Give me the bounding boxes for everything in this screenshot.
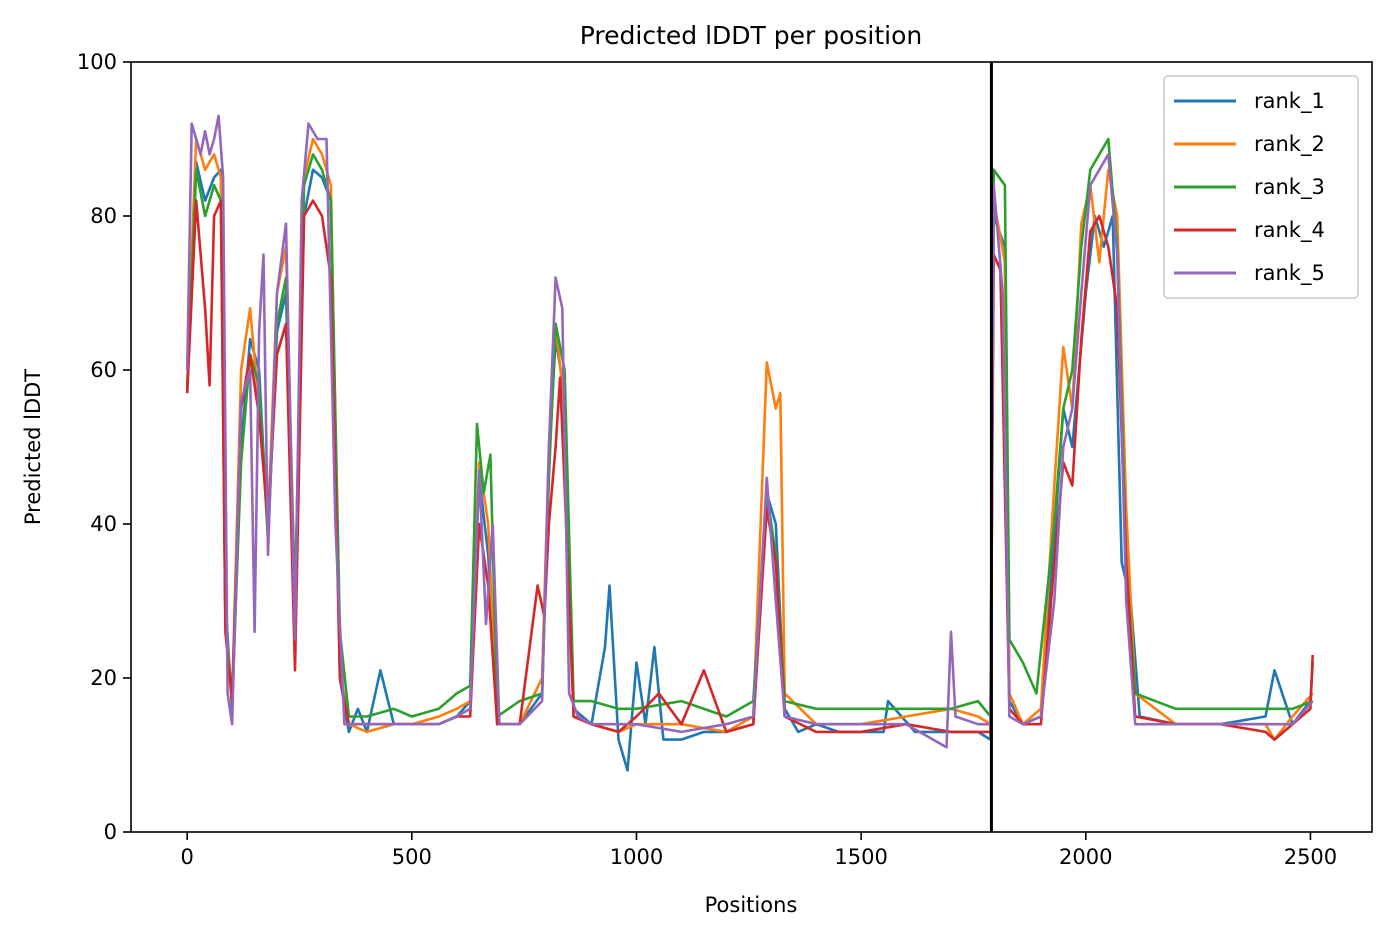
legend-label-rank-5: rank_5 [1254,261,1325,286]
x-tick-label: 1000 [610,845,663,869]
legend-box [1163,75,1359,299]
y-tick-label: 60 [90,358,117,382]
chart-title: Predicted lDDT per position [580,21,922,50]
series-line-rank-5 [185,114,1314,749]
y-tick-label: 100 [77,50,117,74]
y-tick-label: 80 [90,204,117,228]
x-axis-label: Positions [705,893,798,917]
y-axis-label: Predicted lDDT [21,369,45,525]
x-tick-label: 500 [392,845,432,869]
series-layer [185,114,1314,772]
legend-label-rank-1: rank_1 [1254,89,1325,114]
legend-label-rank-2: rank_2 [1254,132,1325,157]
legend-label-rank-3: rank_3 [1254,175,1325,200]
x-tick-label: 2000 [1059,845,1112,869]
y-tick-label: 0 [104,820,117,844]
x-axis: 0 500 1000 1500 2000 2500 [180,832,1337,869]
legend: rank_1 rank_2 rank_3 rank_4 rank_5 [1163,75,1359,299]
x-tick-label: 0 [180,845,193,869]
legend-label-rank-4: rank_4 [1254,218,1325,243]
y-tick-label: 40 [90,512,117,536]
y-tick-label: 20 [90,666,117,690]
plot-area-frame [130,61,1373,833]
y-axis: 0 20 40 60 80 100 [77,50,131,844]
x-tick-label: 2500 [1284,845,1337,869]
x-tick-label: 1500 [834,845,887,869]
